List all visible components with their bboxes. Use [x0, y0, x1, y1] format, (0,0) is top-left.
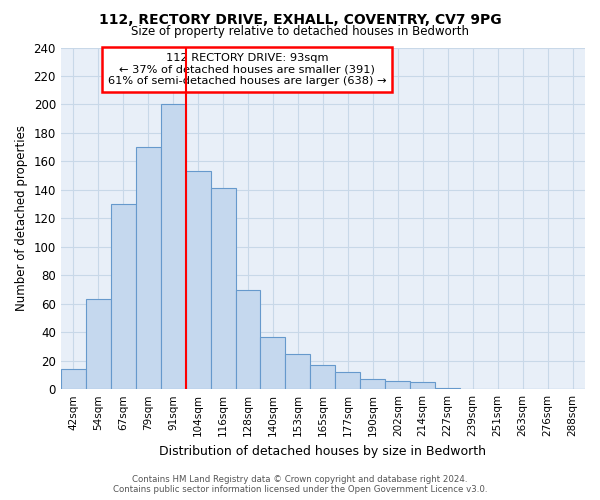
- Bar: [136, 147, 161, 389]
- Bar: [335, 372, 361, 389]
- Bar: [361, 379, 385, 389]
- Bar: [185, 172, 211, 389]
- X-axis label: Distribution of detached houses by size in Bedworth: Distribution of detached houses by size …: [160, 444, 487, 458]
- Y-axis label: Number of detached properties: Number of detached properties: [15, 126, 28, 312]
- Bar: [286, 354, 310, 389]
- Bar: [260, 336, 286, 389]
- Text: Contains HM Land Registry data © Crown copyright and database right 2024.
Contai: Contains HM Land Registry data © Crown c…: [113, 474, 487, 494]
- Bar: [86, 300, 111, 389]
- Bar: [111, 204, 136, 389]
- Bar: [310, 365, 335, 389]
- Bar: [385, 380, 410, 389]
- Bar: [211, 188, 236, 389]
- Bar: [435, 388, 460, 389]
- Bar: [410, 382, 435, 389]
- Bar: [61, 369, 86, 389]
- Bar: [161, 104, 185, 389]
- Text: Size of property relative to detached houses in Bedworth: Size of property relative to detached ho…: [131, 25, 469, 38]
- Text: 112, RECTORY DRIVE, EXHALL, COVENTRY, CV7 9PG: 112, RECTORY DRIVE, EXHALL, COVENTRY, CV…: [98, 12, 502, 26]
- Bar: [236, 290, 260, 389]
- Text: 112 RECTORY DRIVE: 93sqm
← 37% of detached houses are smaller (391)
61% of semi-: 112 RECTORY DRIVE: 93sqm ← 37% of detach…: [107, 52, 386, 86]
